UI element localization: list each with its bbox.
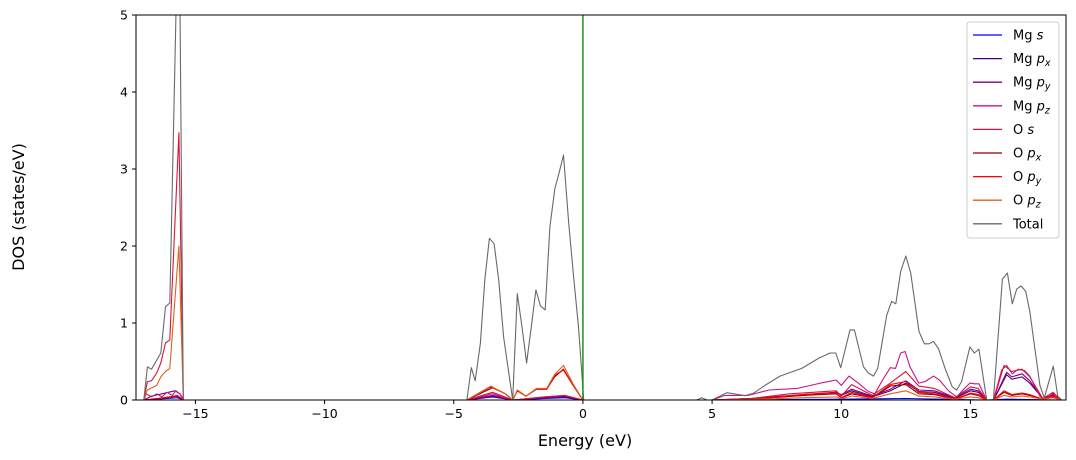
legend-entry: Mg pz — [1013, 99, 1051, 116]
legend-prefix: Mg — [1013, 76, 1037, 91]
legend-orbital: p — [1036, 99, 1045, 114]
legend-orbital: p — [1036, 76, 1045, 91]
y-tick-label: 3 — [120, 162, 128, 177]
legend-prefix: Mg — [1013, 99, 1037, 114]
legend-prefix: Mg — [1013, 52, 1037, 67]
legend-prefix: O — [1013, 170, 1027, 185]
legend-entry: Total — [1012, 217, 1043, 232]
x-tick-label: 5 — [708, 406, 716, 421]
series-line-o-s — [143, 132, 1062, 400]
legend-subscript: z — [1035, 200, 1042, 211]
x-tick-label: −10 — [311, 406, 337, 421]
legend-subscript: y — [1035, 176, 1042, 187]
y-tick-label: 5 — [120, 8, 128, 23]
legend-entry: O pz — [1013, 194, 1042, 211]
series-line-total — [143, 15, 1062, 400]
legend-prefix: O — [1013, 194, 1027, 209]
x-tick-label: 0 — [579, 406, 587, 421]
y-axis-label: DOS (states/eV) — [9, 143, 28, 271]
series-line-mg-pz — [143, 350, 1059, 400]
x-tick-label: 15 — [962, 406, 978, 421]
legend-entry: Mg s — [1013, 29, 1044, 44]
legend-prefix: O — [1013, 123, 1027, 138]
legend-orbital: p — [1026, 170, 1035, 185]
legend-orbital: s — [1037, 29, 1044, 44]
y-tick-label: 0 — [120, 393, 128, 408]
y-tick-label: 4 — [120, 85, 128, 100]
legend-orbital: p — [1036, 52, 1045, 67]
legend-entry: O s — [1013, 123, 1034, 138]
legend-subscript: y — [1044, 82, 1051, 93]
series-line-o-px — [143, 368, 1062, 400]
legend-subscript: z — [1044, 105, 1051, 116]
y-axis-ticks: 0 1 2 3 4 5 — [120, 8, 136, 408]
legend-subscript: x — [1035, 153, 1042, 164]
legend-prefix: O — [1013, 147, 1027, 162]
x-tick-label: 10 — [833, 406, 849, 421]
legend-box — [966, 21, 1060, 239]
legend-orbital: s — [1027, 123, 1034, 138]
x-tick-label: −15 — [182, 406, 208, 421]
series-line-o-py — [143, 369, 1062, 400]
series-line-o-pz — [143, 245, 1061, 400]
series-line-mg-px — [143, 374, 1062, 400]
x-axis-label: Energy (eV) — [538, 431, 632, 450]
series-line-mg-py — [143, 371, 1062, 400]
legend-entry: Mg px — [1013, 52, 1051, 69]
y-tick-label: 1 — [120, 316, 128, 331]
legend-prefix: Mg — [1013, 29, 1037, 44]
legend-entry: O py — [1013, 170, 1042, 187]
series-layer — [143, 15, 1062, 400]
legend-subscript: x — [1044, 58, 1051, 69]
series-line-mg-s — [143, 395, 1061, 400]
legend-orbital: p — [1026, 147, 1035, 162]
legend-entry: Mg py — [1013, 76, 1051, 93]
x-axis-ticks: −15 −10 −5 0 5 10 15 — [182, 400, 978, 421]
plot-frame — [135, 14, 1067, 401]
x-tick-label: −5 — [445, 406, 463, 421]
legend-orbital: p — [1026, 194, 1035, 209]
legend-entry: O px — [1013, 147, 1042, 164]
legend-prefix: Total — [1012, 217, 1043, 232]
y-tick-label: 2 — [120, 239, 128, 254]
